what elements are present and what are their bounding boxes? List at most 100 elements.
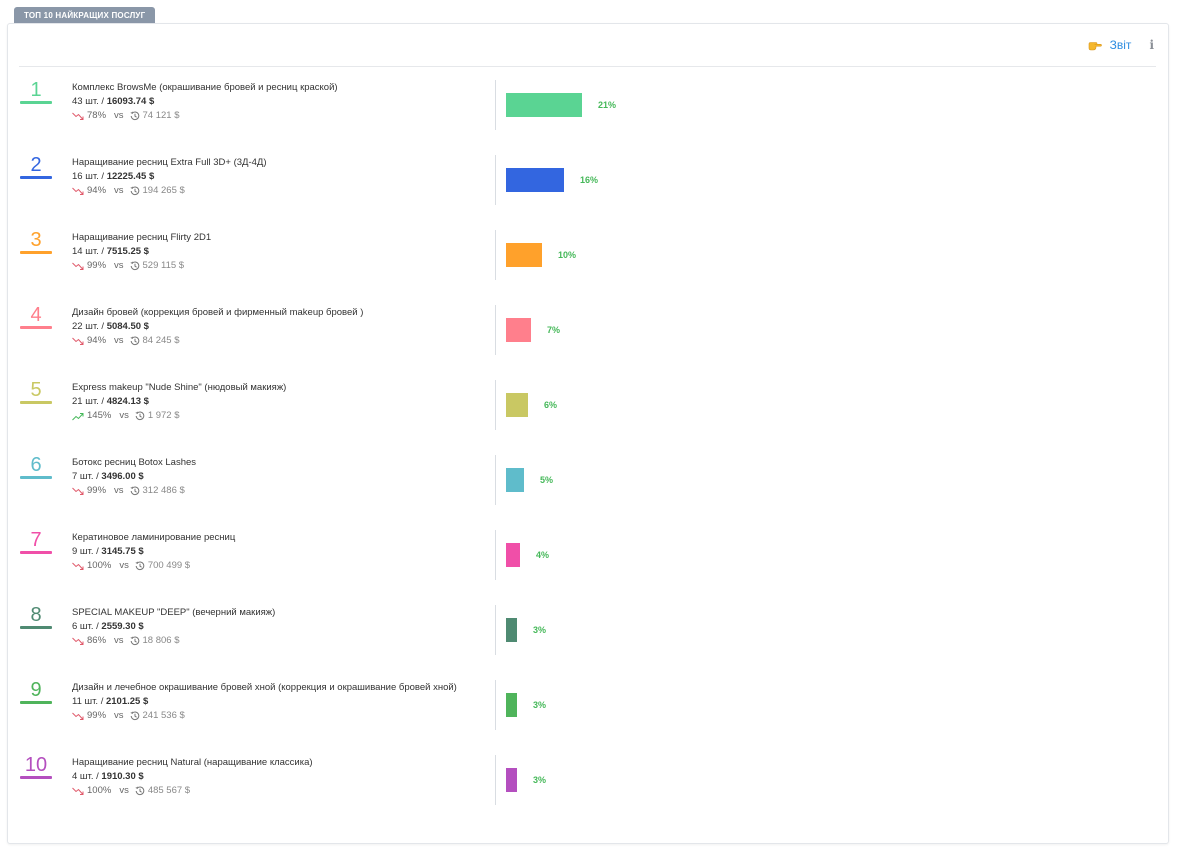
share-bar [506, 393, 528, 417]
previous-amount: 84 245 $ [142, 335, 180, 346]
trend-down-icon [72, 712, 87, 721]
revenue-amount: 12225.45 $ [106, 171, 155, 182]
change-percent: 86% [87, 635, 107, 646]
change-percent: 99% [87, 710, 107, 721]
history-icon [135, 561, 148, 571]
change-percent: 100% [87, 785, 112, 796]
service-info: Кератиновое ламинирование ресниц 9 шт. / … [72, 531, 235, 573]
rank-number: 4 [30, 304, 42, 326]
revenue-amount: 2559.30 $ [101, 621, 144, 632]
service-info: Наращивание ресниц Flirty 2D1 14 шт. / 75… [72, 231, 211, 273]
report-label: Звіт [1109, 38, 1132, 52]
history-icon [130, 711, 143, 721]
rank-underline [20, 401, 52, 404]
card-toolbar: Звіт i [1088, 38, 1154, 52]
vs-label: vs [114, 635, 124, 646]
list-item: 10 Наращивание ресниц Natural (наращивани… [8, 753, 1168, 828]
list-item: 6 Ботокс ресниц Botox Lashes 7 шт. / 3496.… [8, 453, 1168, 528]
previous-amount: 485 567 $ [147, 785, 191, 796]
service-name: Комплекс BrowsMe (окрашивание бровей и р… [72, 82, 338, 93]
rank-badge: 8 [20, 603, 52, 629]
chart-divider [495, 230, 496, 280]
rank-badge: 4 [20, 303, 52, 329]
revenue-amount: 3145.75 $ [101, 546, 144, 557]
service-info: Дизайн и лечебное окрашивание бровей хно… [72, 681, 457, 723]
report-link[interactable]: Звіт [1088, 38, 1132, 52]
quantity-label: 22 шт. / [72, 321, 107, 332]
share-bar [506, 243, 542, 267]
change-percent: 94% [87, 185, 107, 196]
service-info: Наращивание ресниц Natural (наращивание … [72, 756, 313, 798]
rank-badge: 10 [20, 753, 52, 779]
vs-label: vs [114, 485, 124, 496]
rank-number: 10 [24, 754, 48, 776]
quantity-label: 6 шт. / [72, 621, 102, 632]
chart-divider [495, 455, 496, 505]
comparison-line: 99% vs 241 536 $ [72, 709, 457, 723]
trend-down-icon [72, 262, 87, 271]
service-name: Ботокс ресниц Botox Lashes [72, 457, 197, 468]
vs-label: vs [119, 410, 129, 421]
trend-down-icon [72, 187, 87, 196]
vs-label: vs [114, 110, 124, 121]
share-percent: 16% [580, 175, 599, 185]
previous-amount: 74 121 $ [142, 110, 180, 121]
trend-down-icon [72, 787, 87, 796]
service-quantity: 14 шт. / 7515.25 $ [72, 245, 211, 259]
rank-number: 2 [30, 154, 42, 176]
share-bar [506, 618, 517, 642]
rank-number: 6 [30, 454, 42, 476]
rank-underline [20, 551, 52, 554]
share-percent: 3% [533, 625, 547, 635]
list-item: 5 Express makeup "Nude Shine" (нюдовый ма… [8, 378, 1168, 453]
list-item: 8 SPECIAL MAKEUP "DEEP" (вечерний макияж)… [8, 603, 1168, 678]
share-percent: 10% [558, 250, 577, 260]
trend-up-icon [72, 412, 87, 421]
history-icon [130, 111, 143, 121]
revenue-amount: 7515.25 $ [106, 246, 149, 257]
revenue-amount: 3496.00 $ [101, 471, 144, 482]
list-item: 4 Дизайн бровей (коррекция бровей и фирме… [8, 303, 1168, 378]
trend-down-icon [72, 562, 87, 571]
rank-underline [20, 101, 52, 104]
revenue-amount: 5084.50 $ [106, 321, 149, 332]
share-percent: 3% [533, 700, 547, 710]
chart-divider [495, 305, 496, 355]
service-name: Наращивание ресниц Flirty 2D1 [72, 232, 212, 243]
rank-number: 5 [30, 379, 42, 401]
trend-down-icon [72, 337, 87, 346]
previous-amount: 18 806 $ [142, 635, 180, 646]
info-icon[interactable]: i [1149, 38, 1154, 52]
previous-amount: 529 115 $ [142, 260, 185, 271]
list-item: 2 Наращивание ресниц Extra Full 3D+ (3Д-4… [8, 153, 1168, 228]
vs-label: vs [114, 335, 124, 346]
service-info: Наращивание ресниц Extra Full 3D+ (3Д-4Д… [72, 156, 267, 198]
service-quantity: 43 шт. / 16093.74 $ [72, 95, 338, 109]
section-tab: ТОП 10 НАЙКРАЩИХ ПОСЛУГ [14, 7, 156, 24]
list-item: 3 Наращивание ресниц Flirty 2D1 14 шт. / 7… [8, 228, 1168, 303]
quantity-label: 43 шт. / [72, 96, 107, 107]
change-percent: 94% [87, 335, 107, 346]
revenue-amount: 4824.13 $ [106, 396, 149, 407]
comparison-line: 100% vs 485 567 $ [72, 784, 313, 798]
vs-label: vs [114, 185, 124, 196]
service-info: Ботокс ресниц Botox Lashes 7 шт. / 3496.0… [72, 456, 196, 498]
share-bar [506, 543, 520, 567]
quantity-label: 9 шт. / [72, 546, 102, 557]
quantity-label: 11 шт. / [72, 696, 106, 707]
service-name: SPECIAL MAKEUP "DEEP" (вечерний макияж) [72, 607, 276, 618]
quantity-label: 7 шт. / [72, 471, 102, 482]
comparison-line: 99% vs 529 115 $ [72, 259, 211, 273]
vs-label: vs [114, 260, 124, 271]
share-percent: 5% [540, 475, 554, 485]
top-services-card: Звіт i 1 Комплекс BrowsMe (окрашивание бр… [7, 23, 1169, 844]
share-percent: 6% [544, 400, 558, 410]
share-percent: 4% [536, 550, 550, 560]
rank-number: 8 [30, 604, 42, 626]
share-bar [506, 318, 531, 342]
service-name: Express makeup "Nude Shine" (нюдовый мак… [72, 382, 287, 393]
rank-badge: 2 [20, 153, 52, 179]
change-percent: 145% [87, 410, 112, 421]
rank-number: 7 [30, 529, 42, 551]
history-icon [130, 636, 143, 646]
